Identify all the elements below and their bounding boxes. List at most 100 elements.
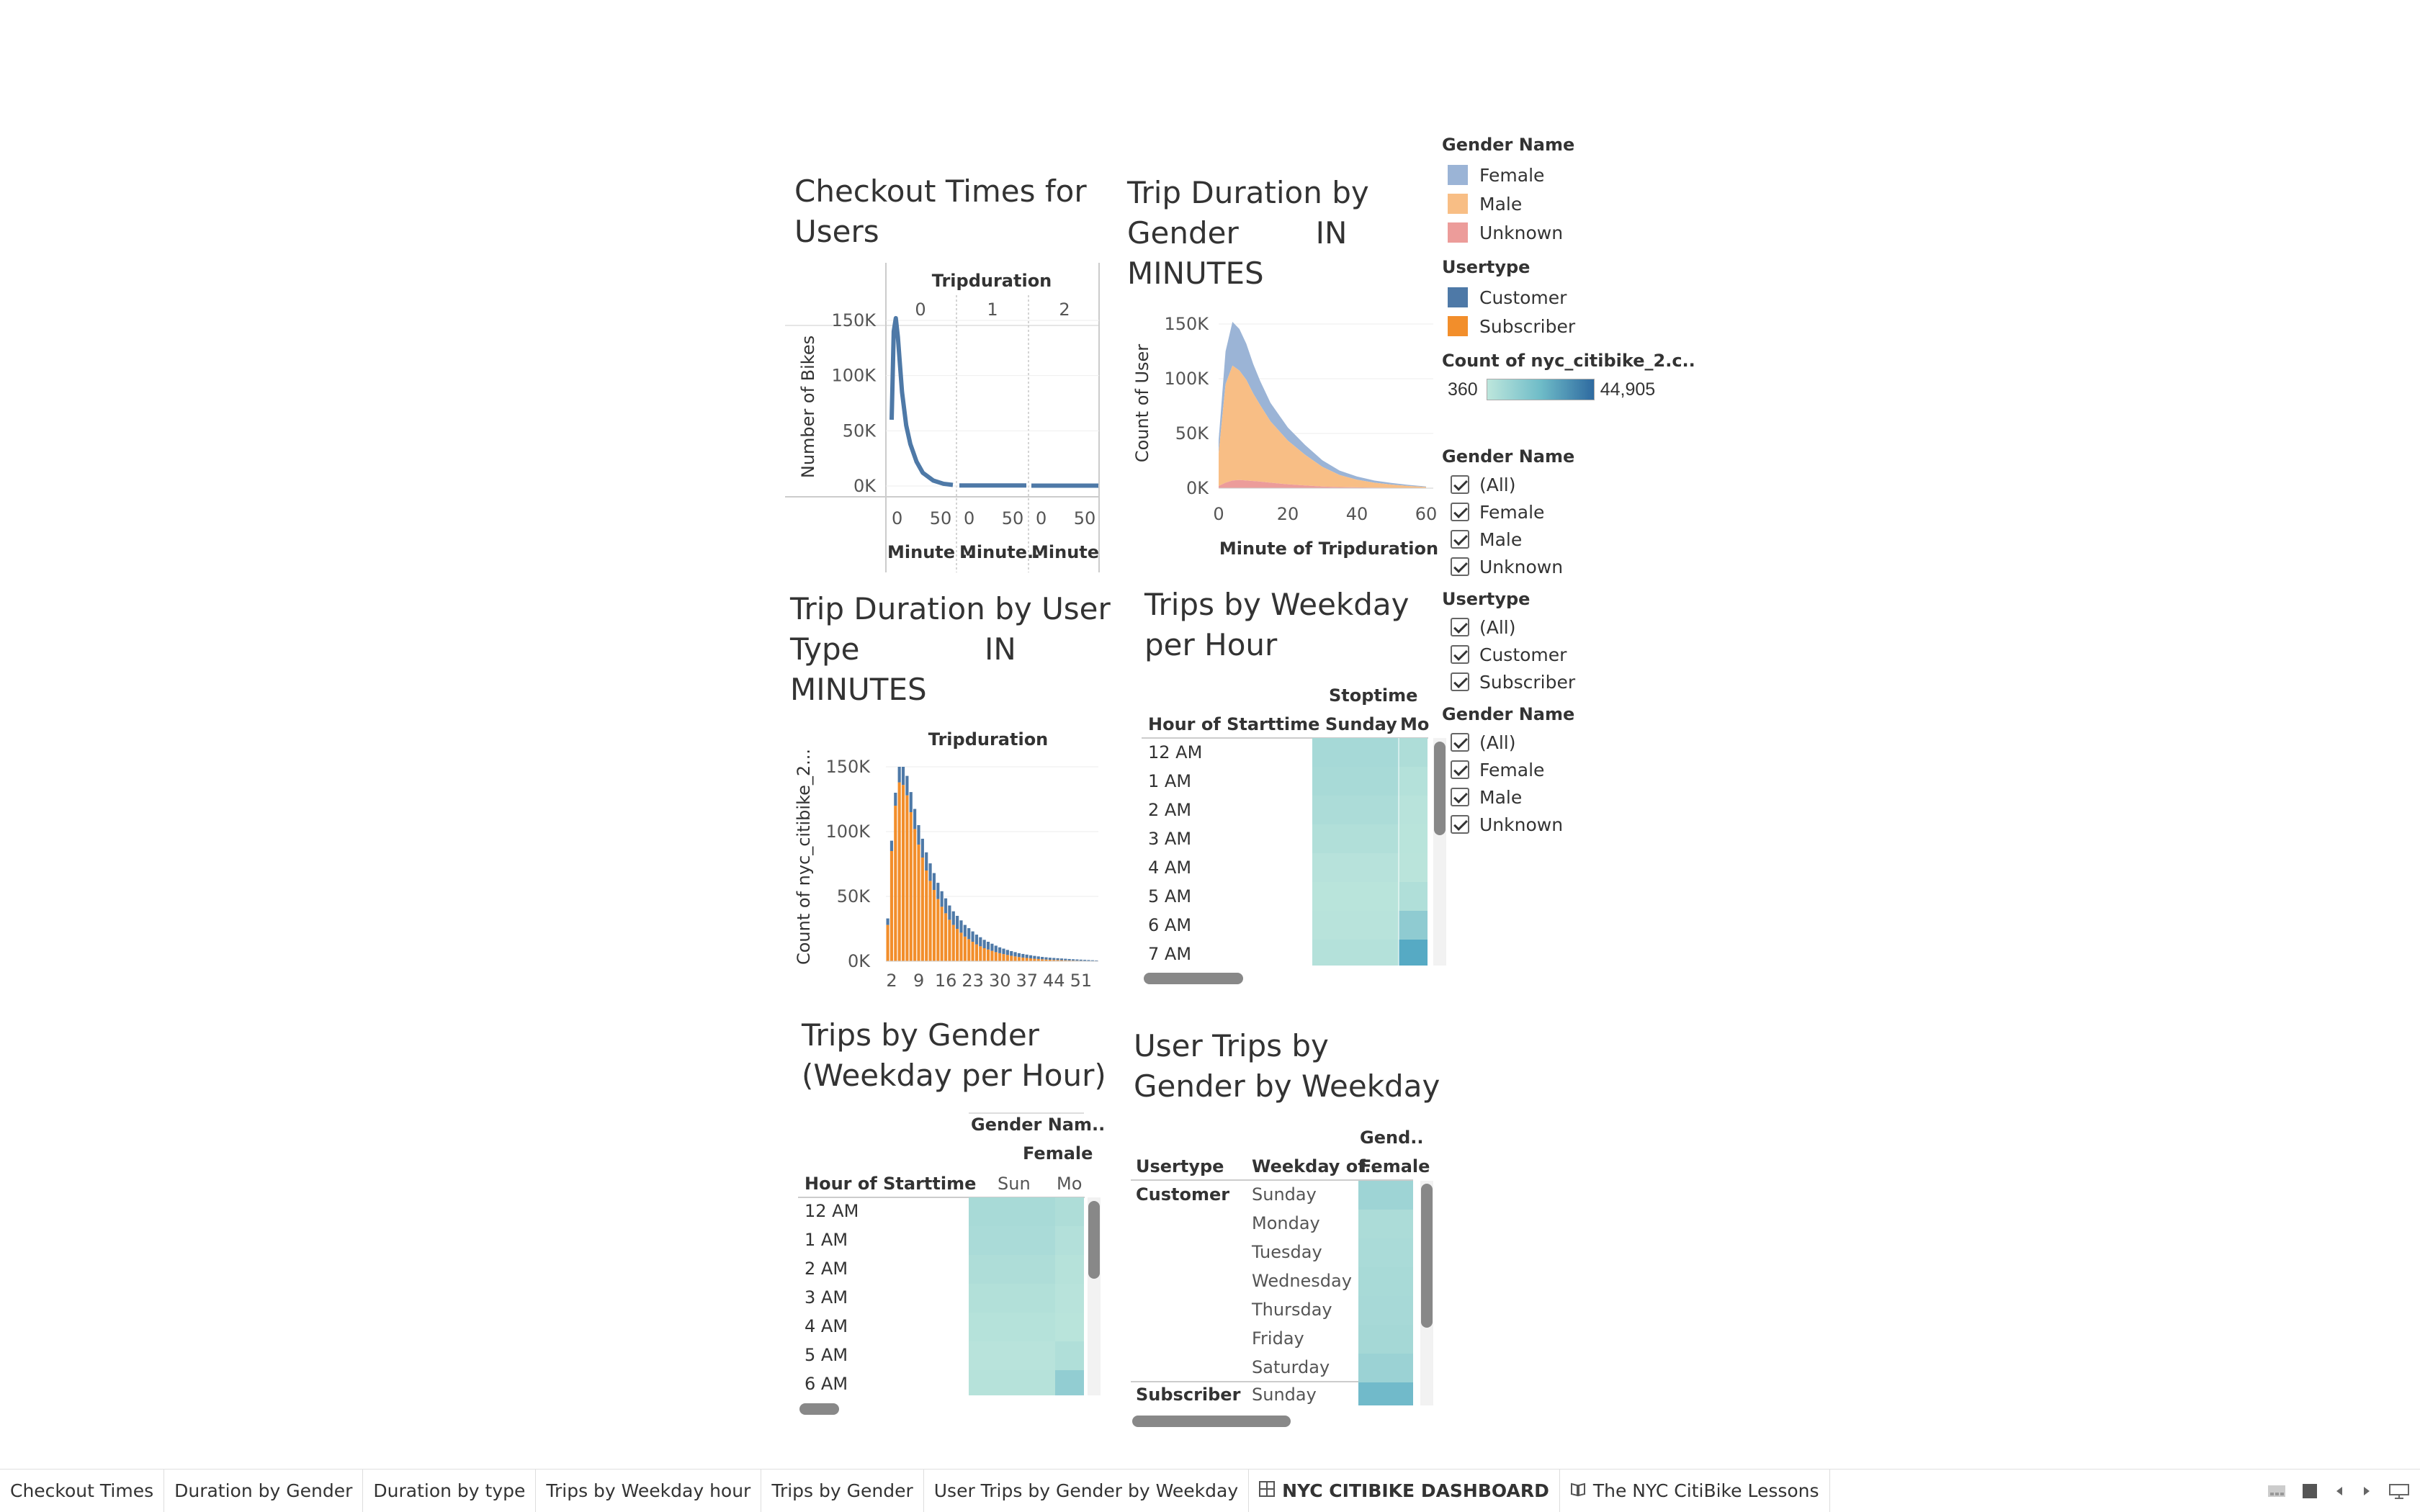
legend-item-subscriber[interactable]: Subscriber <box>1442 312 1658 341</box>
tab-trips-by-weekday-hour[interactable]: Trips by Weekday hour <box>536 1469 762 1512</box>
checkbox-checked-icon[interactable] <box>1451 672 1469 691</box>
filter-usertype-customer[interactable]: Customer <box>1442 641 1658 668</box>
user-trips-heatmap[interactable] <box>1358 1181 1413 1405</box>
duration-by-gender-chart[interactable]: 150K 100K 50K 0K Count of User 0 20 40 60 Minute … <box>1124 302 1440 576</box>
filter-label: Unknown <box>1479 814 1564 835</box>
checkbox-checked-icon[interactable] <box>1451 503 1469 521</box>
heat-cell-female <box>1358 1296 1413 1325</box>
filter-gender2-male[interactable]: Male <box>1442 783 1658 811</box>
filter-gender-all[interactable]: (All) <box>1442 471 1658 498</box>
row-label-hour: 7 AM <box>1148 944 1192 964</box>
bar-subscriber <box>1056 960 1059 961</box>
tab-duration-by-gender[interactable]: Duration by Gender <box>164 1469 364 1512</box>
show-tabs-icon[interactable] <box>2302 1483 2318 1499</box>
filter-title-gender: Gender Name <box>1442 446 1575 467</box>
header-divider <box>798 1197 1085 1198</box>
bar-subscriber <box>936 899 940 961</box>
tab-duration-by-type[interactable]: Duration by type <box>363 1469 537 1512</box>
x-tick-label: 0 <box>964 508 974 528</box>
tab-label: Duration by type <box>373 1480 526 1501</box>
checkbox-checked-icon[interactable] <box>1451 788 1469 806</box>
legend-item-customer[interactable]: Customer <box>1442 283 1658 312</box>
checkbox-checked-icon[interactable] <box>1451 475 1469 494</box>
weekday-hour-heatmap[interactable] <box>1312 738 1428 966</box>
column-header-rule <box>969 1112 1084 1114</box>
checkbox-checked-icon[interactable] <box>1451 733 1469 752</box>
previous-sheet-icon[interactable] <box>2334 1484 2345 1498</box>
heat-cell-monday <box>1399 940 1428 966</box>
heat-cell-sunday <box>1312 738 1399 767</box>
x-tick-label: 50 <box>930 508 952 528</box>
bar-customer <box>1095 960 1098 961</box>
checkbox-checked-icon[interactable] <box>1451 760 1469 779</box>
bar-customer <box>932 873 936 890</box>
bar-subscriber <box>971 942 974 961</box>
bar-subscriber <box>932 890 936 961</box>
column-header: Stoptime <box>1329 685 1418 706</box>
duration-by-type-chart[interactable]: Tripduration 150K 100K 50K 0K Count of nyc_ci… <box>785 724 1102 997</box>
next-sheet-icon[interactable] <box>2361 1484 2372 1498</box>
checkbox-checked-icon[interactable] <box>1451 530 1469 549</box>
bar-customer <box>1064 958 1067 960</box>
sheet-title: Checkout Times for <box>794 174 1087 209</box>
filter-gender2-female[interactable]: Female <box>1442 756 1658 783</box>
tab-nyc-citibike-lessons[interactable]: The NYC CitiBike Lessons <box>1560 1469 1830 1512</box>
checkbox-checked-icon[interactable] <box>1451 815 1469 834</box>
horizontal-scrollbar-thumb[interactable] <box>1144 973 1243 984</box>
column-label-monday: Mo <box>1400 714 1430 734</box>
bar-customer <box>909 792 913 812</box>
y-axis-label: Count of nyc_citibike_2... <box>794 749 814 965</box>
color-ramp-legend: 360 44,905 <box>1442 377 1658 402</box>
checkbox-checked-icon[interactable] <box>1451 618 1469 636</box>
bar-subscriber <box>1052 960 1056 961</box>
filter-gender2-unknown[interactable]: Unknown <box>1442 811 1658 838</box>
checkbox-checked-icon[interactable] <box>1451 645 1469 664</box>
bar-customer <box>982 940 986 948</box>
show-filmstrip-icon[interactable] <box>2267 1484 2286 1498</box>
tab-trips-by-gender[interactable]: Trips by Gender <box>761 1469 924 1512</box>
filter-panel: Gender Name (All) Female Male Unknown Us… <box>1442 445 1658 838</box>
tab-user-trips-by-gender-weekday[interactable]: User Trips by Gender by Weekday <box>924 1469 1250 1512</box>
filter-gender2-all[interactable]: (All) <box>1442 729 1658 756</box>
y-tick-label: 0K <box>1186 478 1209 498</box>
row-label-hour: 1 AM <box>805 1230 848 1250</box>
bar-customer <box>1033 955 1036 959</box>
bar-customer <box>1041 957 1044 960</box>
tab-checkout-times[interactable]: Checkout Times <box>0 1469 165 1512</box>
bar-subscriber <box>974 944 979 961</box>
tab-label: Checkout Times <box>10 1480 154 1501</box>
vertical-scrollbar-thumb[interactable] <box>1434 742 1446 835</box>
x-tick-label: 60 <box>1415 504 1438 524</box>
horizontal-scrollbar-thumb[interactable] <box>1132 1416 1291 1427</box>
vertical-scrollbar-thumb[interactable] <box>1421 1184 1433 1328</box>
filter-gender-unknown[interactable]: Unknown <box>1442 553 1658 580</box>
presentation-mode-icon[interactable] <box>2388 1483 2410 1499</box>
bar-customer <box>1025 954 1028 958</box>
filter-gender-male[interactable]: Male <box>1442 526 1658 553</box>
bar-customer <box>1067 958 1071 960</box>
heat-cell-female <box>1358 1267 1413 1296</box>
trips-by-gender-heatmap[interactable] <box>969 1197 1084 1395</box>
horizontal-scrollbar-thumb[interactable] <box>799 1403 839 1415</box>
legend-item-male[interactable]: Male <box>1442 189 1658 218</box>
legend-item-unknown[interactable]: Unknown <box>1442 218 1658 247</box>
bar-subscriber <box>1025 958 1028 961</box>
panel-label: 1 <box>987 300 998 320</box>
row-label-weekday: Monday <box>1252 1213 1320 1233</box>
heat-cell-sunday <box>1312 882 1399 911</box>
filter-label: (All) <box>1479 616 1516 638</box>
filter-gender-female[interactable]: Female <box>1442 498 1658 526</box>
tab-nyc-citibike-dashboard[interactable]: NYC CITIBIKE DASHBOARD <box>1249 1469 1560 1512</box>
filter-usertype-subscriber[interactable]: Subscriber <box>1442 668 1658 696</box>
heat-cell-sun <box>969 1284 1055 1313</box>
bar-subscriber <box>1005 955 1009 961</box>
checkbox-checked-icon[interactable] <box>1451 557 1469 576</box>
vertical-scrollbar-thumb[interactable] <box>1088 1201 1100 1279</box>
heat-cell-female <box>1358 1238 1413 1267</box>
sheet-title-line2: Users <box>794 214 879 249</box>
filter-usertype-all[interactable]: (All) <box>1442 613 1658 641</box>
sheet-title: User Trips by <box>1134 1028 1329 1063</box>
heat-cell-sun <box>969 1255 1055 1284</box>
legend-item-female[interactable]: Female <box>1442 161 1658 189</box>
